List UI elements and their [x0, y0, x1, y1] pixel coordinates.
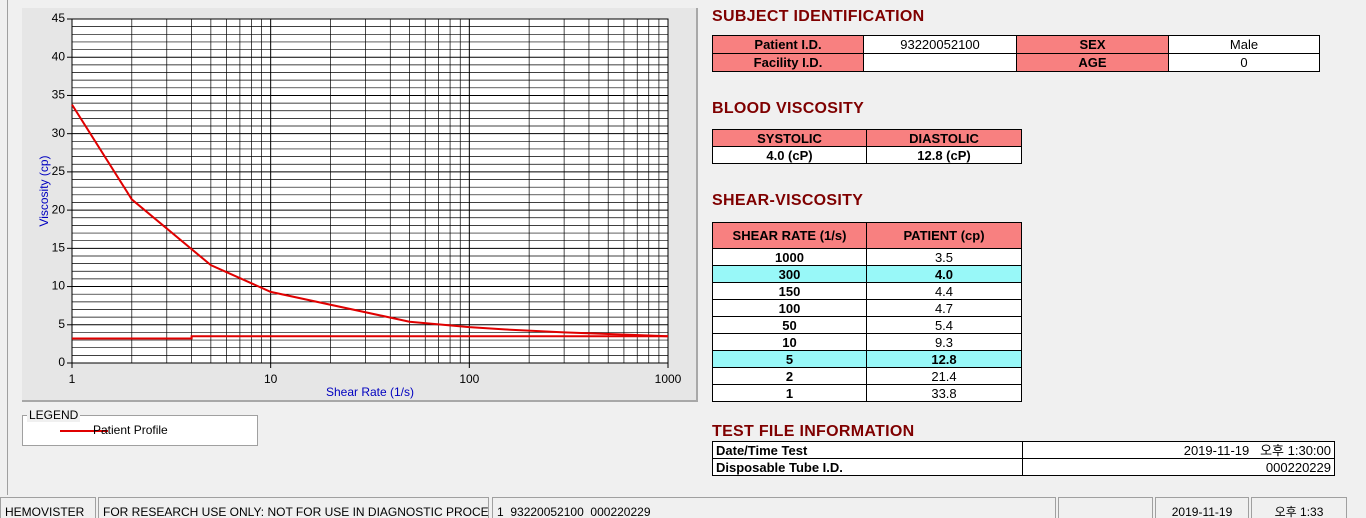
cell: 3.5 [866, 248, 1022, 266]
y-axis-label: Viscosity (cp) [37, 155, 51, 226]
cell: 33.8 [866, 384, 1022, 402]
file-table: Date/Time Test 2019-11-19 오후 1:30:00 Disp… [712, 441, 1335, 476]
section-title: BLOOD VISCOSITY [712, 100, 865, 117]
value: 4.0 (cP) [712, 146, 867, 164]
legend-entry: Patient Profile [93, 423, 168, 437]
y-tick-label: 45 [52, 11, 66, 25]
cell: 5 [712, 350, 867, 368]
cell: 21.4 [866, 367, 1022, 385]
cell: 100 [712, 299, 867, 317]
y-tick-label: 35 [52, 88, 66, 102]
legend-swatch [60, 430, 108, 432]
section-title: SHEAR-VISCOSITY [712, 192, 864, 209]
x-tick-label: 1000 [655, 372, 682, 386]
label: AGE [1016, 53, 1169, 72]
cell: 300 [712, 265, 867, 283]
cell: 1000 [712, 248, 867, 266]
header: DIASTOLIC [866, 129, 1022, 147]
cell: 10 [712, 333, 867, 351]
cell: 5.4 [866, 316, 1022, 334]
table-row: 300 4.0 [712, 265, 1022, 283]
cell: 12.8 [866, 350, 1022, 368]
left-border [7, 0, 8, 495]
value: 000220229 [1022, 458, 1335, 476]
value: 0 [1168, 53, 1320, 72]
value: 2019-11-19 오후 1:30:00 [1022, 441, 1335, 459]
cell: 9.3 [866, 333, 1022, 351]
label: Facility I.D. [712, 53, 864, 72]
label: SEX [1016, 35, 1169, 54]
header: PATIENT (cp) [866, 222, 1022, 249]
data-line [71, 104, 669, 338]
table-row: 10 9.3 [712, 333, 1022, 351]
table-row: 2 21.4 [712, 367, 1022, 385]
y-tick-label: 20 [52, 202, 66, 216]
y-tick-label: 40 [52, 49, 66, 63]
header: SHEAR RATE (1/s) [712, 222, 867, 249]
data-line [72, 335, 668, 340]
x-tick-label: 10 [264, 372, 278, 386]
cell: 150 [712, 282, 867, 300]
y-tick-label: 10 [52, 279, 66, 293]
x-axis-label: Shear Rate (1/s) [326, 385, 414, 399]
chart: 0 5 10 15 20 25 30 35 40 45 1 10 100 1000 Shear Rate (… [37, 11, 682, 399]
section-title: SUBJECT IDENTIFICATION [712, 8, 925, 25]
table-row: 1 33.8 [712, 384, 1022, 402]
x-tick-label: 100 [459, 372, 479, 386]
value: 93220052100 [863, 35, 1017, 54]
subject-table: Patient I.D. 93220052100 SEX Male Facility … [712, 35, 1320, 72]
shear-table: SHEAR RATE (1/s) PATIENT (cp) 1000 3.5 300 4… [712, 222, 1022, 402]
table-row: 150 4.4 [712, 282, 1022, 300]
viscosity-table: SYSTOLIC DIASTOLIC 4.0 (cP) 12.8 (cP) [712, 129, 1022, 164]
label: Patient I.D. [712, 35, 864, 54]
cell: 1 [712, 384, 867, 402]
plot-area [71, 18, 669, 364]
status-cell: 2019-11-19 [1155, 497, 1249, 518]
x-tick-label: 1 [69, 372, 76, 386]
section-title: TEST FILE INFORMATION [712, 423, 915, 440]
label: Date/Time Test [712, 441, 1023, 459]
value: 12.8 (cP) [866, 146, 1022, 164]
cell: 4.0 [866, 265, 1022, 283]
value [863, 53, 1017, 72]
status-cell: HEMOVISTER [0, 497, 96, 518]
status-cell [1058, 497, 1153, 518]
table-row: 1000 3.5 [712, 248, 1022, 266]
status-cell: 1 93220052100 000220229 [492, 497, 1056, 518]
status-cell: FOR RESEARCH USE ONLY: NOT FOR USE IN DI… [98, 497, 489, 518]
table-row: 100 4.7 [712, 299, 1022, 317]
table-row: 50 5.4 [712, 316, 1022, 334]
legend-box: Patient Profile [22, 415, 258, 446]
status-cell: 오후 1:33 [1251, 497, 1347, 518]
cell: 50 [712, 316, 867, 334]
y-tick-label: 0 [58, 355, 65, 369]
cell: 4.7 [866, 299, 1022, 317]
y-tick-label: 30 [52, 126, 66, 140]
cell: 2 [712, 367, 867, 385]
label: Disposable Tube I.D. [712, 458, 1023, 476]
y-tick-label: 25 [52, 164, 66, 178]
y-tick-label: 15 [52, 241, 66, 255]
value: Male [1168, 35, 1320, 54]
legend-title: LEGEND [27, 408, 81, 422]
table-row: 5 12.8 [712, 350, 1022, 368]
y-tick-label: 5 [58, 317, 65, 331]
header: SYSTOLIC [712, 129, 867, 147]
cell: 4.4 [866, 282, 1022, 300]
